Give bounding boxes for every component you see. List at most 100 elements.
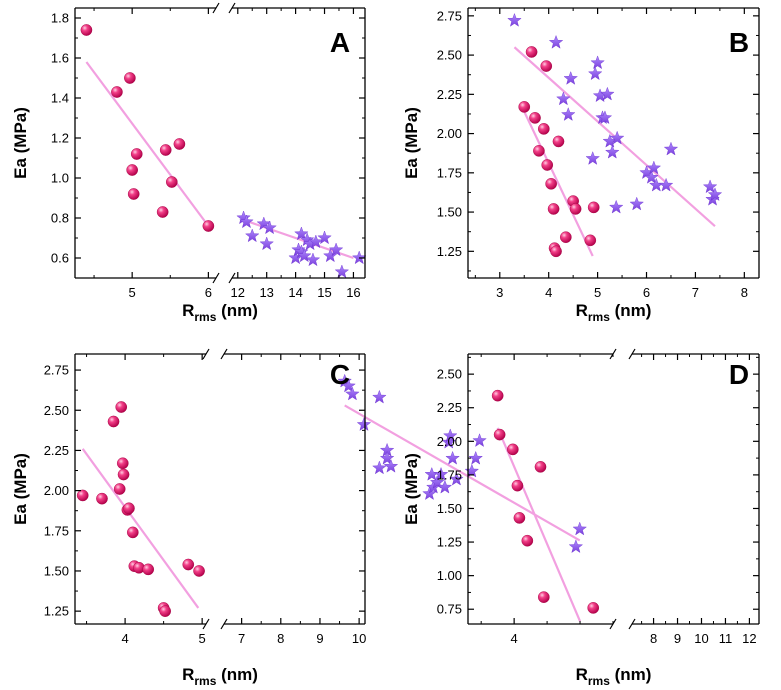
y-tick-label: 1.6: [51, 51, 69, 66]
data-point-sphere: [193, 565, 205, 577]
data-point-sphere: [117, 468, 130, 481]
x-tick-label: 10: [352, 631, 366, 646]
data-point-star: [422, 486, 437, 500]
x-tick-label: 10: [694, 631, 708, 646]
data-point-star: [245, 228, 260, 243]
data-point-sphere: [107, 415, 120, 428]
data-point-sphere: [491, 389, 504, 402]
x-axis-title-sub: rms: [588, 310, 610, 324]
axis-break-mark: [202, 348, 210, 360]
y-tick-label: 1.2: [51, 131, 69, 146]
data-point-star: [449, 471, 464, 486]
panel-letter: D: [729, 359, 749, 390]
x-axis-title-main: R: [576, 665, 588, 684]
panel-a: 0.6 0.8 1.0 1.2 1.4 1.6 1.8 5 6 12 13 14 15 16 A Ea (MP…: [11, 2, 367, 324]
data-point-star: [629, 196, 644, 211]
data-point-star: [262, 220, 277, 235]
x-axis-title-unit: (nm): [610, 301, 652, 320]
data-point-sphere: [533, 145, 545, 157]
data-point-star: [568, 539, 584, 553]
y-tick-label: 1.8: [51, 11, 69, 26]
data-point-star: [644, 169, 659, 184]
x-axis-title-unit: (nm): [216, 301, 258, 320]
data-point-star: [507, 12, 522, 27]
data-point-star: [556, 91, 571, 106]
data-point-star: [600, 86, 615, 101]
x-axis-title: Rrms (nm): [182, 301, 258, 324]
axis-break-mark: [212, 272, 220, 284]
data-point-star: [352, 250, 367, 265]
y-axis-title: Ea (MPa): [402, 453, 421, 525]
data-point-star: [472, 433, 487, 447]
data-point-star: [609, 130, 625, 145]
data-point-sphere: [156, 206, 169, 218]
data-point-star: [239, 214, 254, 229]
x-tick-label: 16: [346, 285, 360, 300]
data-point-star: [597, 110, 613, 125]
y-tick-label: 1.75: [44, 523, 69, 538]
data-point-star: [379, 450, 395, 465]
data-point-sphere: [127, 188, 140, 200]
y-tick-label: 1.00: [437, 568, 462, 583]
data-point-sphere: [80, 24, 93, 36]
data-point-star: [445, 450, 460, 465]
x-tick-label: 4: [545, 285, 552, 300]
data-point-star: [585, 151, 600, 165]
x-axis-title-sub: rms: [588, 674, 610, 688]
fit-line-sphere: [85, 61, 210, 227]
fit-line-sphere: [496, 427, 582, 622]
data-point-star: [334, 264, 350, 279]
x-tick-label: 8: [650, 631, 657, 646]
data-point-star: [345, 386, 360, 401]
data-point-star: [259, 236, 274, 251]
data-point-sphere: [202, 220, 215, 232]
data-point-sphere: [111, 86, 123, 98]
data-point-sphere: [124, 72, 136, 84]
y-tick-label: 1.4: [51, 91, 69, 106]
x-tick-label: 13: [259, 285, 273, 300]
data-point-star: [561, 107, 576, 121]
y-axis-title: Ea (MPa): [402, 107, 421, 179]
y-axis-title: Ea (MPa): [11, 453, 30, 525]
y-tick-label: 1.75: [437, 467, 462, 482]
data-point-star: [429, 474, 445, 489]
data-point-sphere: [537, 591, 550, 603]
data-point-star: [383, 458, 399, 473]
data-point-sphere: [541, 159, 554, 171]
data-point-sphere: [552, 135, 565, 148]
fit-line-star: [344, 404, 581, 542]
x-axis-title-main: R: [182, 301, 194, 320]
data-point-star: [464, 463, 480, 478]
data-point-star: [608, 199, 624, 214]
data-point-sphere: [547, 203, 560, 215]
data-point-star: [433, 466, 449, 481]
y-tick-label: 2.00: [437, 126, 462, 141]
data-point-star: [563, 71, 578, 85]
y-tick-label: 2.75: [44, 363, 69, 378]
y-tick-label: 1.75: [437, 165, 462, 180]
data-point-star: [702, 179, 718, 194]
data-point-star: [317, 230, 332, 245]
axis-break-mark: [220, 618, 228, 630]
x-axis-title: Rrms (nm): [576, 665, 652, 688]
data-point-sphere: [507, 443, 519, 456]
data-point-sphere: [545, 178, 557, 190]
data-point-sphere: [113, 483, 126, 495]
y-axis-title: Ea (MPa): [11, 107, 30, 179]
data-point-sphere: [534, 461, 547, 473]
x-tick-label: 8: [741, 285, 748, 300]
data-point-star: [297, 248, 312, 263]
data-point-sphere: [513, 512, 526, 524]
y-tick-label: 0.75: [437, 602, 462, 617]
x-tick-label: 12: [231, 285, 245, 300]
data-point-star: [572, 521, 587, 536]
data-point-sphere: [587, 602, 600, 614]
data-point-star: [372, 389, 387, 404]
y-tick-label: 0.6: [51, 251, 69, 266]
data-point-sphere: [529, 112, 541, 124]
x-tick-label: 8: [277, 631, 284, 646]
data-point-sphere: [511, 479, 524, 492]
x-tick-label: 6: [205, 285, 212, 300]
axis-break-mark: [212, 2, 220, 14]
